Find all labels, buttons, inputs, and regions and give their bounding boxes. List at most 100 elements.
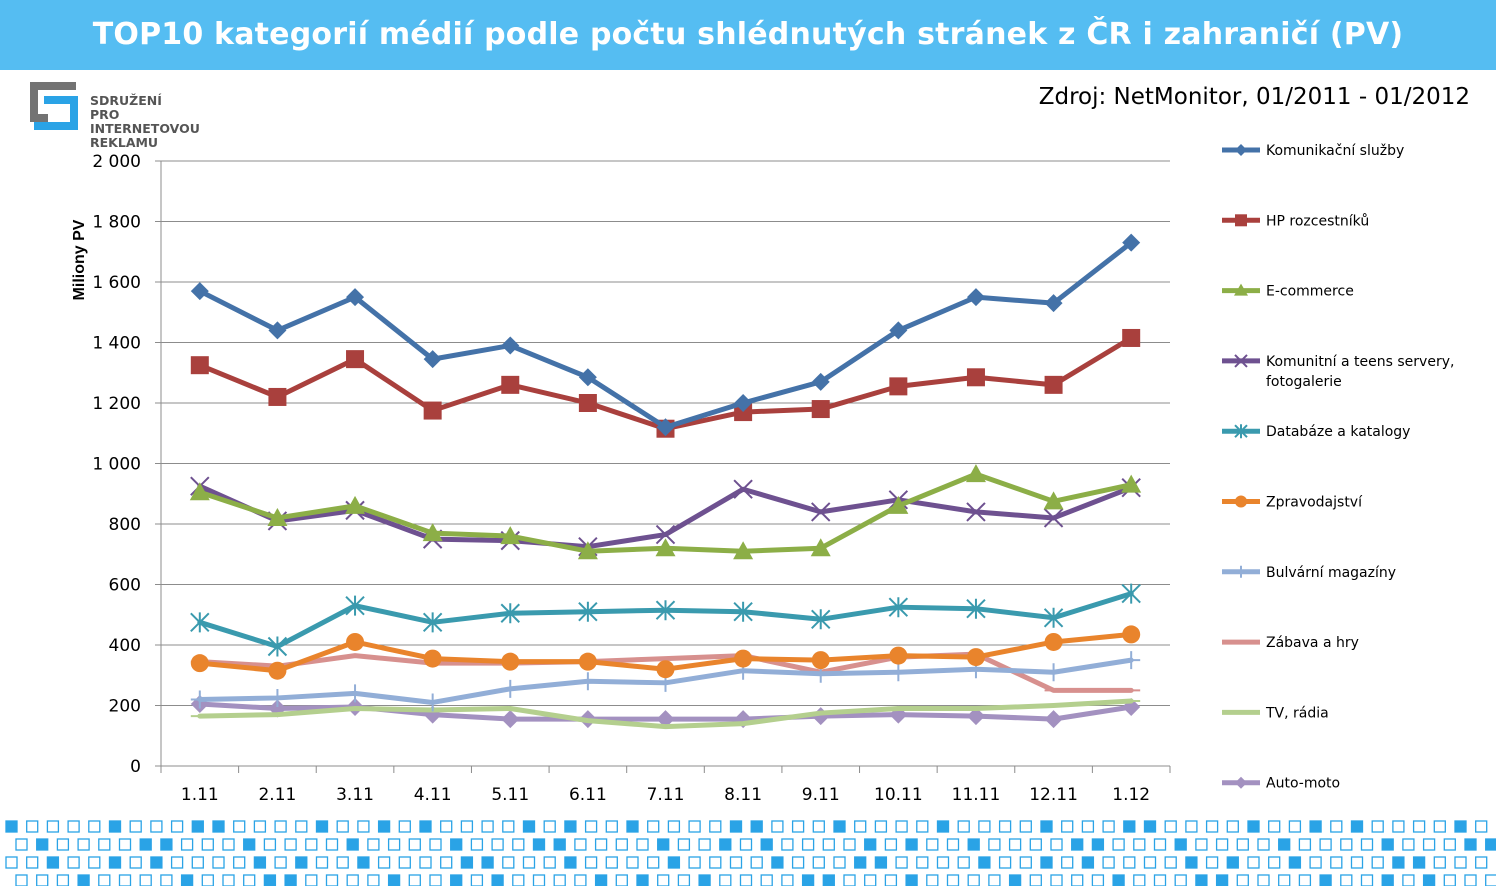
decorative-square-pattern — [5, 820, 1496, 886]
data-point — [1044, 294, 1063, 313]
data-point — [655, 524, 676, 545]
pattern-square — [1195, 874, 1208, 886]
pattern-square — [1443, 874, 1456, 886]
pattern-square — [884, 838, 898, 851]
pattern-square — [88, 856, 101, 869]
pattern-square — [1164, 856, 1177, 869]
data-point — [1235, 214, 1247, 227]
pattern-square — [988, 838, 1001, 851]
data-point — [268, 387, 287, 406]
data-point — [578, 394, 597, 412]
pattern-square — [1454, 820, 1467, 833]
pattern-square — [150, 856, 163, 869]
data-point — [423, 693, 442, 712]
data-point — [190, 690, 209, 709]
series-1 — [190, 233, 1141, 437]
pattern-square — [532, 874, 546, 886]
pattern-square — [1360, 874, 1374, 886]
pattern-square — [305, 838, 318, 851]
data-point — [1044, 632, 1063, 651]
data-point — [889, 321, 908, 340]
pattern-square — [1464, 838, 1477, 851]
pattern-square — [1205, 856, 1219, 869]
data-point — [1043, 607, 1064, 628]
pattern-square — [1340, 838, 1353, 851]
data-point — [811, 609, 831, 630]
pattern-square — [129, 856, 142, 869]
pattern-square — [936, 820, 950, 833]
data-point — [268, 661, 287, 680]
pattern-square — [502, 856, 515, 869]
pattern-square — [481, 856, 494, 869]
pattern-square — [357, 856, 370, 869]
legend-item: Komunitní a teens servery, fotogalerie — [1222, 354, 1454, 390]
pattern-square — [408, 838, 421, 851]
pattern-square — [1443, 838, 1456, 851]
pattern-square — [626, 856, 639, 869]
pattern-square — [46, 856, 60, 869]
pattern-square — [1226, 820, 1239, 833]
pattern-square — [305, 874, 318, 886]
data-point — [501, 375, 520, 394]
pattern-square — [1071, 874, 1084, 886]
data-point — [889, 377, 908, 396]
pattern-square — [946, 874, 960, 886]
pattern-square — [688, 820, 701, 833]
y-tick-label: 1 600 — [92, 273, 141, 293]
pattern-square — [191, 820, 204, 833]
pattern-square — [357, 820, 370, 833]
pattern-square — [1381, 838, 1394, 851]
series-6 — [190, 625, 1141, 680]
pattern-square — [1330, 820, 1343, 833]
logo-line-3: REKLAMU — [90, 135, 159, 150]
data-point — [1234, 424, 1248, 439]
data-point — [966, 368, 985, 387]
pattern-square — [1298, 874, 1312, 886]
pattern-square — [833, 820, 846, 833]
pattern-square — [584, 856, 598, 869]
pattern-square — [812, 820, 825, 833]
pattern-square — [677, 838, 691, 851]
x-tick-label: 7.11 — [647, 785, 685, 805]
data-point — [1235, 495, 1247, 508]
data-point — [423, 401, 442, 420]
legend-item: E-commerce — [1222, 283, 1354, 300]
data-point — [888, 495, 909, 514]
pattern-square — [1081, 856, 1095, 869]
data-point — [811, 502, 831, 522]
y-tick-label: 1 400 — [92, 334, 141, 354]
data-point — [267, 636, 288, 657]
data-point — [1043, 508, 1064, 528]
pattern-square — [325, 874, 339, 886]
pattern-square — [895, 856, 908, 869]
pattern-square — [864, 874, 877, 886]
pattern-square — [26, 856, 39, 869]
logo-text: SDRUŽENÍ PRO INTERNETOVOU REKLAMU — [90, 94, 228, 150]
x-tick-label: 2.11 — [258, 785, 296, 805]
pattern-square — [1174, 874, 1187, 886]
pattern-square — [274, 820, 287, 833]
pattern-square — [1091, 874, 1105, 886]
data-point — [734, 394, 753, 412]
pattern-square — [470, 838, 484, 851]
pattern-square — [325, 838, 339, 851]
data-point — [811, 372, 830, 391]
pattern-square — [67, 820, 80, 833]
y-axis-label: Miliony PV — [71, 219, 88, 300]
data-point — [966, 707, 985, 726]
pattern-square — [543, 820, 556, 833]
pattern-square — [233, 856, 246, 869]
data-point — [501, 336, 520, 355]
pattern-square — [1485, 838, 1496, 851]
series-7 — [190, 651, 1141, 712]
pattern-square — [1153, 838, 1167, 851]
pattern-square — [926, 874, 939, 886]
pattern-square — [791, 820, 805, 833]
pattern-square — [1205, 820, 1219, 833]
data-point — [500, 603, 520, 624]
y-tick-label: 200 — [109, 697, 141, 717]
y-tick-labels: 0 200 400 600 800 1 000 1 200 1 400 1 600 1 800 2 … — [92, 152, 141, 777]
pattern-square — [905, 874, 918, 886]
x-tick-label: 9.11 — [802, 785, 840, 805]
pattern-square — [553, 874, 566, 886]
